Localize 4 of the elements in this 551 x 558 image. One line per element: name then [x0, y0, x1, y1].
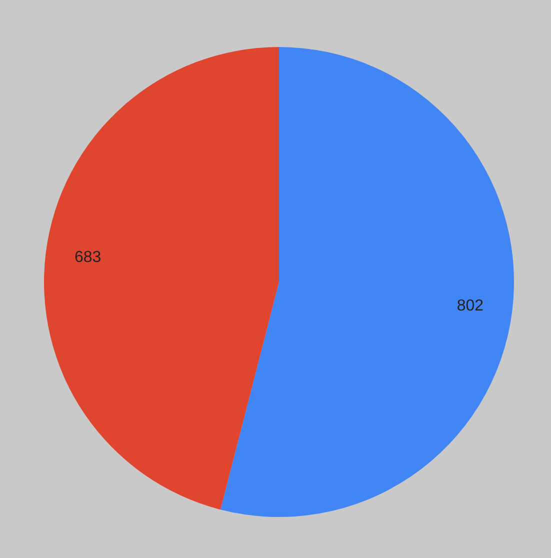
data-label: 683 [74, 249, 102, 266]
pie-slice [44, 47, 279, 510]
pie-slice [220, 47, 514, 517]
data-label: 802 [456, 297, 484, 314]
